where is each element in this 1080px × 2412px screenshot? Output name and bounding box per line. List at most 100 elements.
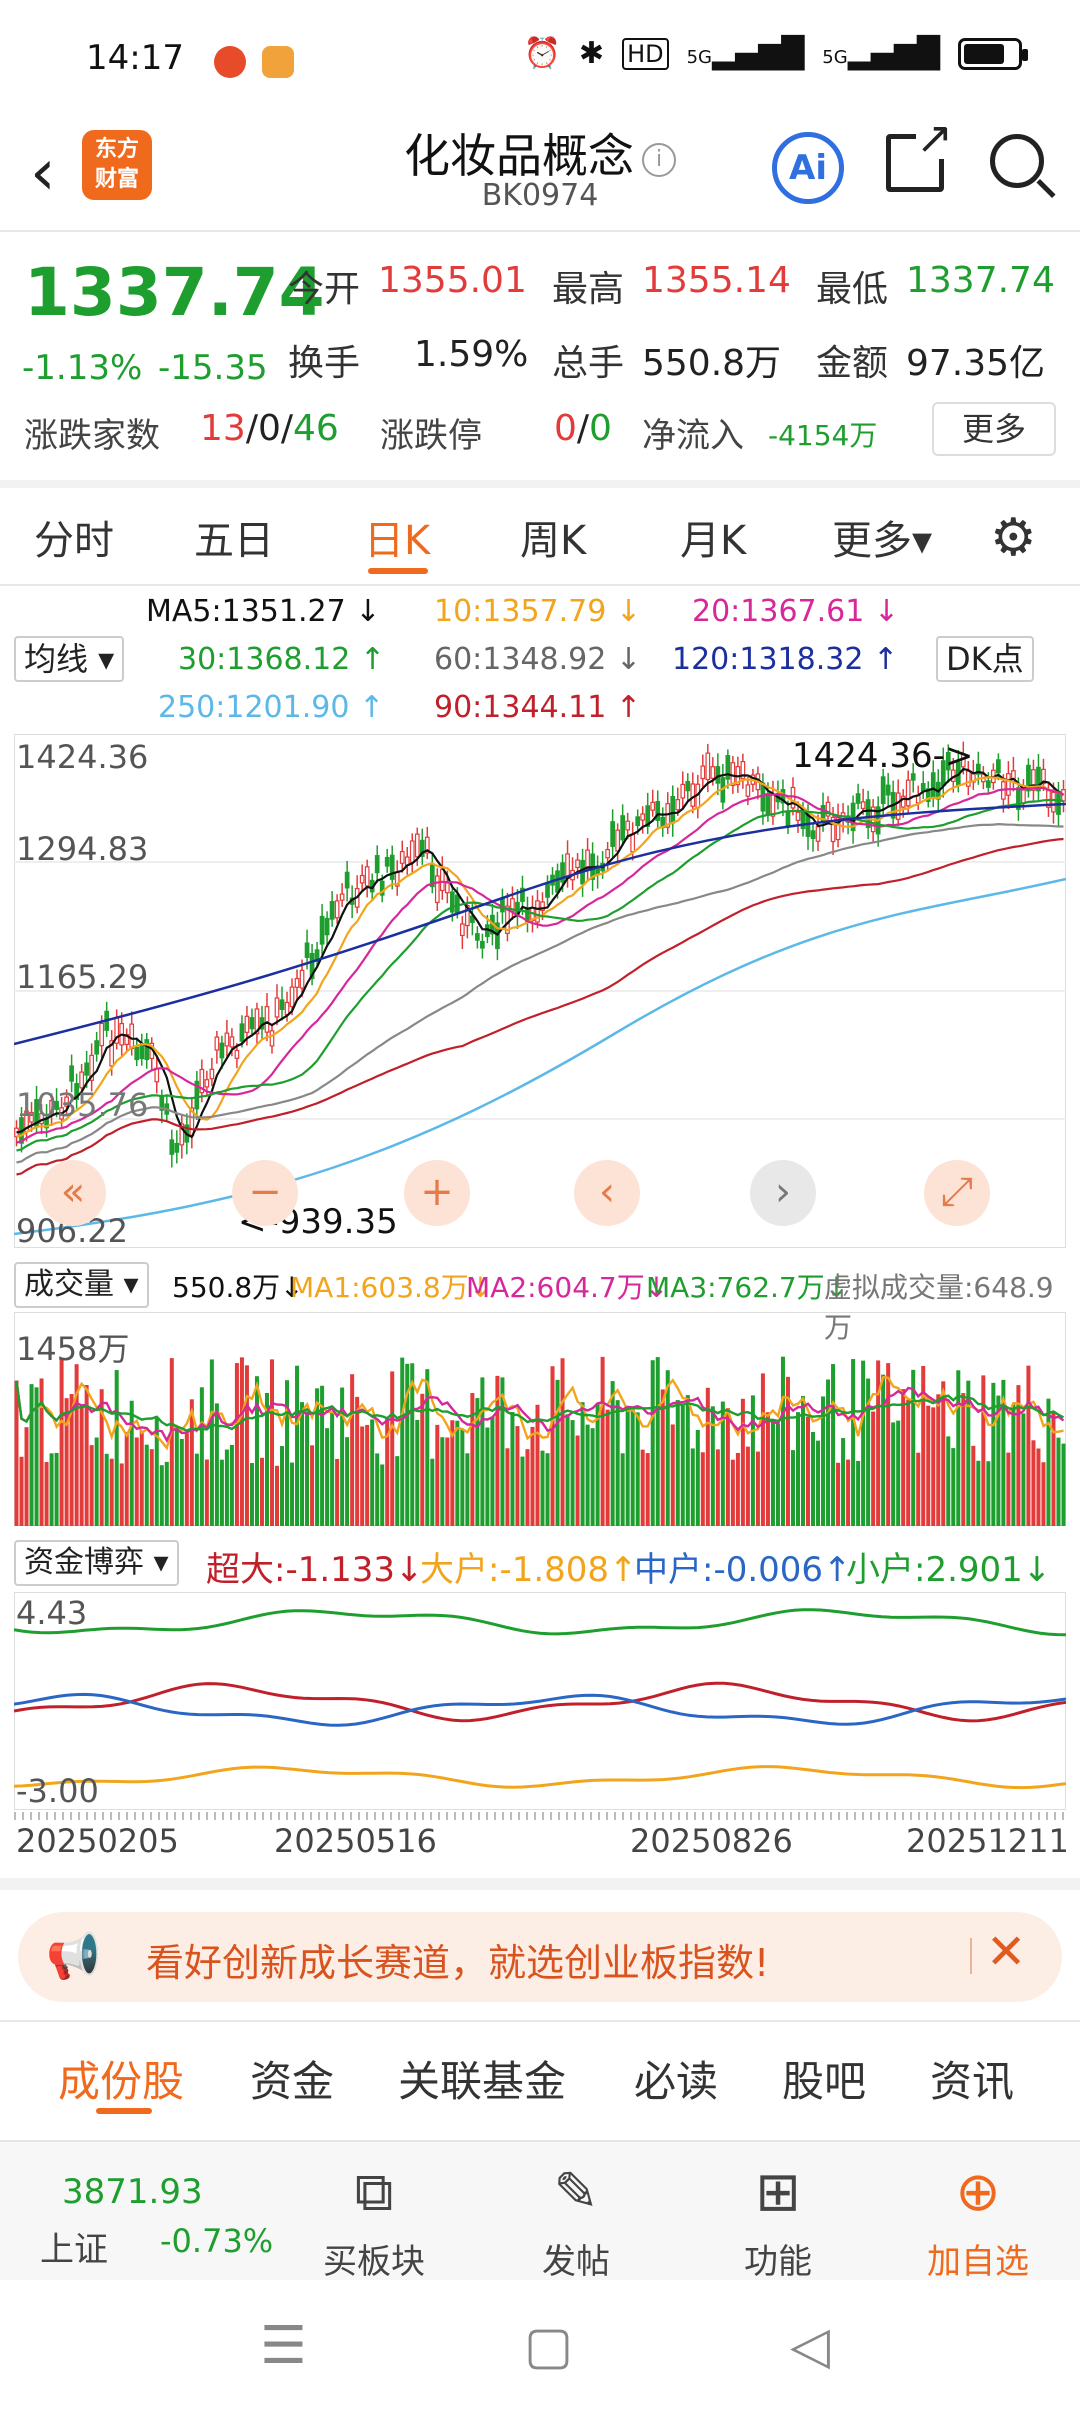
candle-body bbox=[199, 1068, 205, 1094]
share-icon[interactable] bbox=[886, 119, 953, 192]
tab-weekly-k[interactable]: 周K bbox=[520, 518, 587, 564]
promo-banner[interactable]: 📢 看好创新成长赛道，就选创业板指数! ✕ bbox=[18, 1912, 1062, 2002]
candle-body bbox=[154, 1067, 160, 1083]
zoom-out-button[interactable]: − bbox=[232, 1160, 298, 1226]
candle-body bbox=[925, 788, 931, 802]
banner-text[interactable]: 看好创新成长赛道，就选创业板指数! bbox=[146, 1941, 770, 1985]
volume-bar bbox=[209, 1359, 214, 1526]
scroll-left-button[interactable]: ‹ bbox=[574, 1160, 640, 1226]
candle-body bbox=[279, 999, 285, 1011]
gear-icon[interactable]: ⚙ bbox=[990, 508, 1037, 568]
candle-body bbox=[505, 905, 510, 935]
more-quote-button[interactable]: 更多 bbox=[932, 402, 1056, 456]
scroll-right-button[interactable]: › bbox=[750, 1160, 816, 1226]
volume-bar bbox=[1011, 1404, 1016, 1526]
tab-daily-k[interactable]: 日K bbox=[364, 518, 431, 564]
fund-big: 大户:-1.808↑ bbox=[420, 1550, 638, 1590]
index-change[interactable]: -0.73% bbox=[160, 2222, 274, 2260]
volume-bar bbox=[1001, 1379, 1006, 1526]
candle-body bbox=[1051, 791, 1056, 813]
fullscreen-icon[interactable]: ⤢ bbox=[924, 1160, 990, 1226]
tab-funds[interactable]: 资金 bbox=[250, 2057, 335, 2106]
page-title: 化妆品概念 i bbox=[0, 120, 1080, 186]
volume-bar bbox=[300, 1402, 305, 1526]
fund-indicator-selector[interactable]: 资金博弈 ▾ bbox=[14, 1540, 179, 1586]
volume-bar bbox=[1031, 1440, 1036, 1526]
candle-body bbox=[470, 915, 475, 923]
candle-body bbox=[359, 874, 365, 884]
volume-bar bbox=[114, 1370, 119, 1526]
tab-must-read[interactable]: 必读 bbox=[634, 2057, 719, 2106]
index-value[interactable]: 3871.93 bbox=[62, 2172, 203, 2212]
volume-bar bbox=[530, 1426, 535, 1526]
candle-body bbox=[169, 1139, 175, 1155]
volume-bar bbox=[755, 1451, 760, 1526]
volume-bar bbox=[149, 1449, 154, 1526]
candle-body bbox=[675, 799, 681, 811]
grid-icon: ⊞ bbox=[755, 2160, 801, 2223]
candle-body bbox=[234, 1049, 240, 1059]
volume-bar bbox=[320, 1385, 325, 1526]
signal-5g-2-icon: 5G▂▄▆█ bbox=[822, 36, 940, 71]
functions-button[interactable]: ⊞ 功能 bbox=[688, 2160, 868, 2283]
zoom-in-button[interactable]: + bbox=[404, 1160, 470, 1226]
volume-bar bbox=[881, 1374, 886, 1526]
volume-bar bbox=[570, 1420, 575, 1526]
index-name[interactable]: 上证 bbox=[40, 2230, 108, 2270]
volume-bar bbox=[996, 1395, 1001, 1526]
open-label: 今开 bbox=[288, 269, 361, 310]
post-button[interactable]: ✎ 发帖 bbox=[486, 2160, 666, 2283]
add-watchlist-button[interactable]: ⊕ 加自选 bbox=[888, 2160, 1068, 2283]
tab-news[interactable]: 资讯 bbox=[930, 2057, 1015, 2106]
tab-forum[interactable]: 股吧 bbox=[782, 2057, 867, 2106]
search-icon[interactable] bbox=[990, 134, 1044, 188]
candle-body bbox=[319, 915, 325, 945]
buy-board-button[interactable]: ⧉ 买板块 bbox=[284, 2160, 464, 2283]
close-icon[interactable]: ✕ bbox=[986, 1924, 1027, 1980]
kline-chart[interactable]: 1424.36 1294.83 1165.29 1035.76 906.22 1… bbox=[14, 734, 1066, 1250]
tab-constituents[interactable]: 成份股 bbox=[58, 2057, 185, 2106]
dk-point-selector[interactable]: DK点 bbox=[936, 636, 1034, 682]
volume-bar bbox=[630, 1407, 635, 1526]
volume-bar bbox=[24, 1427, 29, 1526]
volume-bar bbox=[400, 1357, 405, 1526]
candle-body bbox=[910, 773, 916, 781]
back-arrow-icon[interactable]: ‹ bbox=[30, 136, 56, 210]
candle-body bbox=[1031, 769, 1036, 791]
volume-bar bbox=[274, 1465, 280, 1526]
tab-related-funds[interactable]: 关联基金 bbox=[398, 2057, 567, 2106]
volume-bar bbox=[876, 1360, 881, 1526]
header-divider bbox=[0, 230, 1080, 232]
ma-selector[interactable]: 均线 ▾ bbox=[14, 636, 125, 682]
volume-bar bbox=[234, 1363, 239, 1526]
system-navigation-bar: ☰ ▢ ◁ bbox=[0, 2280, 1080, 2412]
hd-icon: HD bbox=[622, 37, 669, 70]
volume-bar bbox=[204, 1459, 209, 1526]
volume-bar bbox=[1006, 1452, 1011, 1526]
updown-label: 涨跌家数 bbox=[24, 416, 160, 456]
tab-intraday[interactable]: 分时 bbox=[34, 518, 114, 564]
fund-chart[interactable]: 4.43 -3.00 bbox=[14, 1592, 1066, 1810]
edit-icon: ✎ bbox=[553, 2160, 599, 2223]
scroll-left-fast-button[interactable]: « bbox=[40, 1160, 106, 1226]
candle-body bbox=[194, 1080, 200, 1110]
volume-bar bbox=[931, 1407, 936, 1526]
volume-chart[interactable]: 1458万 bbox=[14, 1312, 1066, 1526]
volume-bar bbox=[760, 1373, 765, 1526]
candle-body bbox=[384, 856, 390, 867]
candle-body bbox=[449, 891, 455, 913]
back-icon[interactable]: ◁ bbox=[790, 2316, 830, 2376]
home-icon[interactable]: ▢ bbox=[524, 2316, 574, 2376]
tab-five-day[interactable]: 五日 bbox=[194, 518, 274, 564]
volume-bar bbox=[74, 1364, 79, 1526]
volume-bar bbox=[310, 1445, 315, 1526]
volume-indicator-selector[interactable]: 成交量 ▾ bbox=[14, 1262, 149, 1308]
candle-body bbox=[480, 940, 485, 949]
tab-more[interactable]: 更多▾ bbox=[832, 518, 933, 564]
tab-monthly-k[interactable]: 月K bbox=[680, 518, 747, 564]
info-icon[interactable]: i bbox=[642, 142, 676, 177]
volume-bar bbox=[615, 1400, 620, 1526]
menu-icon[interactable]: ☰ bbox=[260, 2316, 307, 2376]
volume-bar bbox=[705, 1387, 710, 1526]
ai-assistant-button[interactable]: Ai bbox=[772, 132, 844, 204]
